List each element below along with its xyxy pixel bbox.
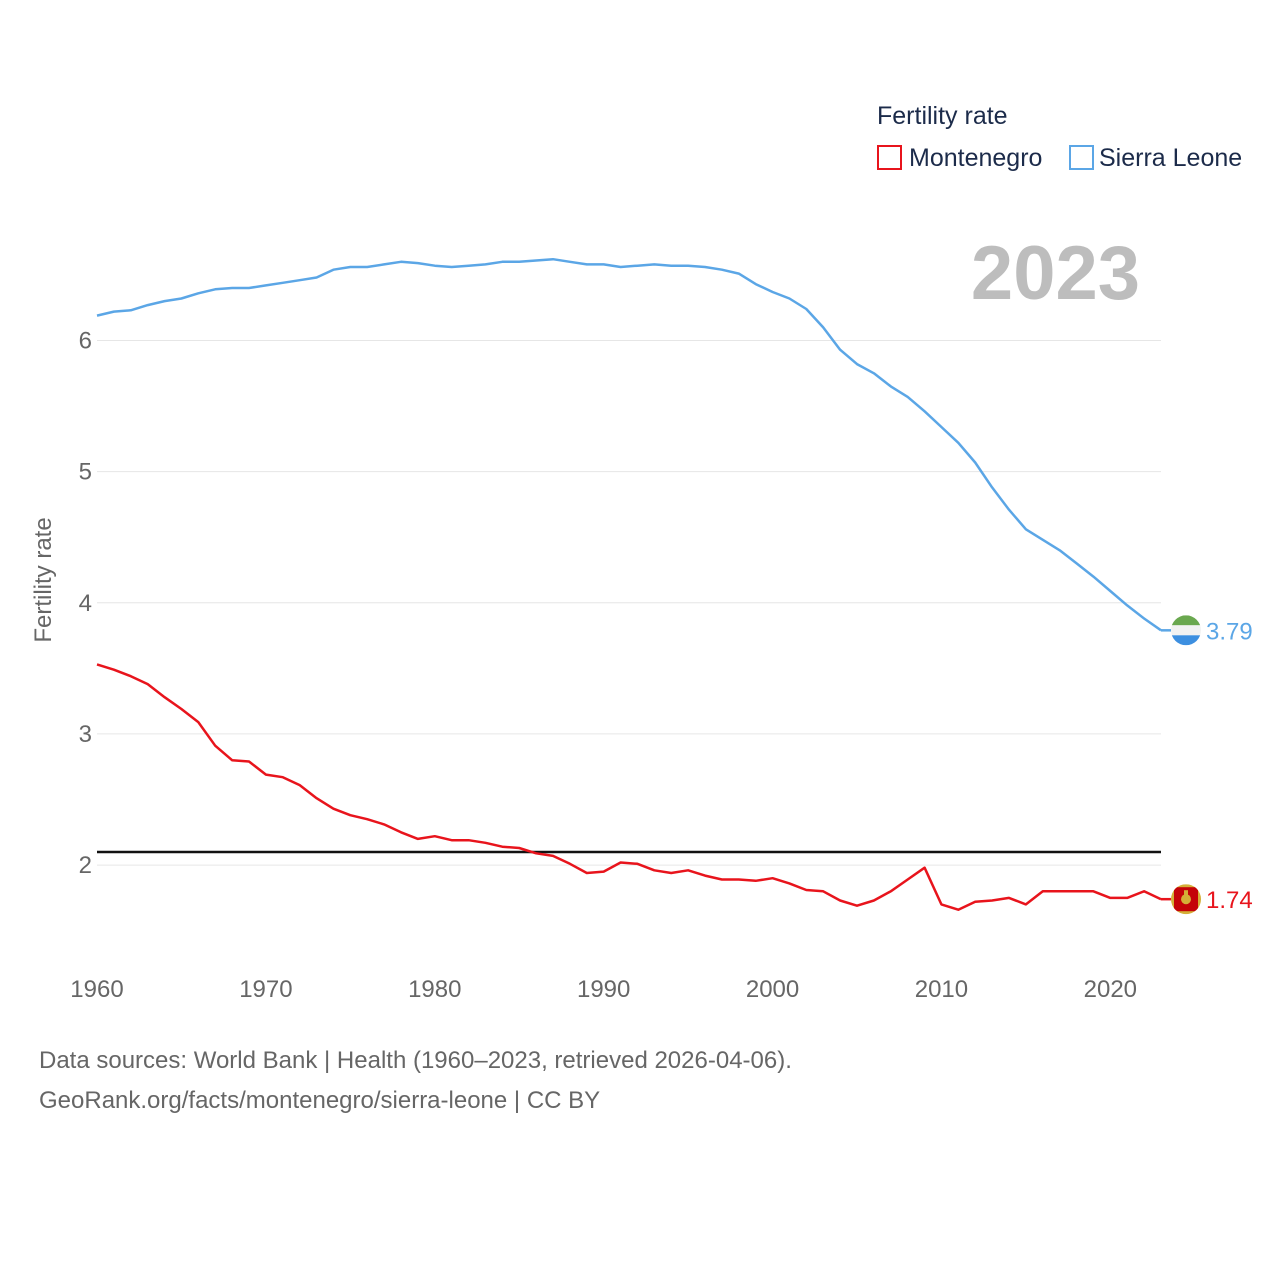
legend-label-montenegro[interactable]: Montenegro: [909, 144, 1042, 172]
end-value-sierra-leone: 3.79: [1206, 618, 1253, 645]
series-end-markers: 1.74 3.79: [1161, 618, 1253, 914]
x-tick-label: 1970: [239, 976, 292, 1003]
legend-title: Fertility rate: [877, 102, 1008, 130]
y-axis-ticks: 2 3 4 5 6: [79, 327, 92, 879]
x-axis-ticks: 1960 1970 1980 1990 2000 2010 2020: [70, 976, 1137, 1003]
legend-swatch-montenegro[interactable]: [877, 145, 902, 170]
year-label: 2023: [971, 231, 1140, 316]
attribution-link[interactable]: GeoRank.org/facts/montenegro/sierra-leon…: [39, 1087, 600, 1114]
line-montenegro[interactable]: [96, 663, 1162, 911]
y-tick-label: 4: [79, 590, 92, 617]
y-axis-title: Fertility rate: [30, 517, 57, 642]
x-tick-label: 1960: [70, 976, 123, 1003]
y-tick-label: 5: [79, 459, 92, 486]
x-tick-label: 2000: [746, 976, 799, 1003]
x-tick-label: 2020: [1084, 976, 1137, 1003]
line-sierra-leone[interactable]: [96, 257, 1162, 632]
y-tick-label: 2: [79, 852, 92, 879]
legend: Fertility rate Montenegro Sierra Leone: [877, 102, 1242, 172]
series-lines: [96, 257, 1162, 911]
montenegro-flag-icon: [1171, 884, 1201, 915]
gridlines: [97, 339, 1161, 866]
sierra-leone-flag-icon: [1171, 615, 1201, 646]
x-tick-label: 2010: [915, 976, 968, 1003]
x-tick-label: 1990: [577, 976, 630, 1003]
data-source-text: Data sources: World Bank | Health (1960–…: [39, 1047, 792, 1074]
y-tick-label: 3: [79, 721, 92, 748]
end-value-montenegro: 1.74: [1206, 887, 1253, 914]
x-tick-label: 1980: [408, 976, 461, 1003]
legend-swatch-sierra-leone[interactable]: [1069, 145, 1094, 170]
y-tick-label: 6: [79, 327, 92, 354]
legend-label-sierra-leone[interactable]: Sierra Leone: [1099, 144, 1242, 172]
